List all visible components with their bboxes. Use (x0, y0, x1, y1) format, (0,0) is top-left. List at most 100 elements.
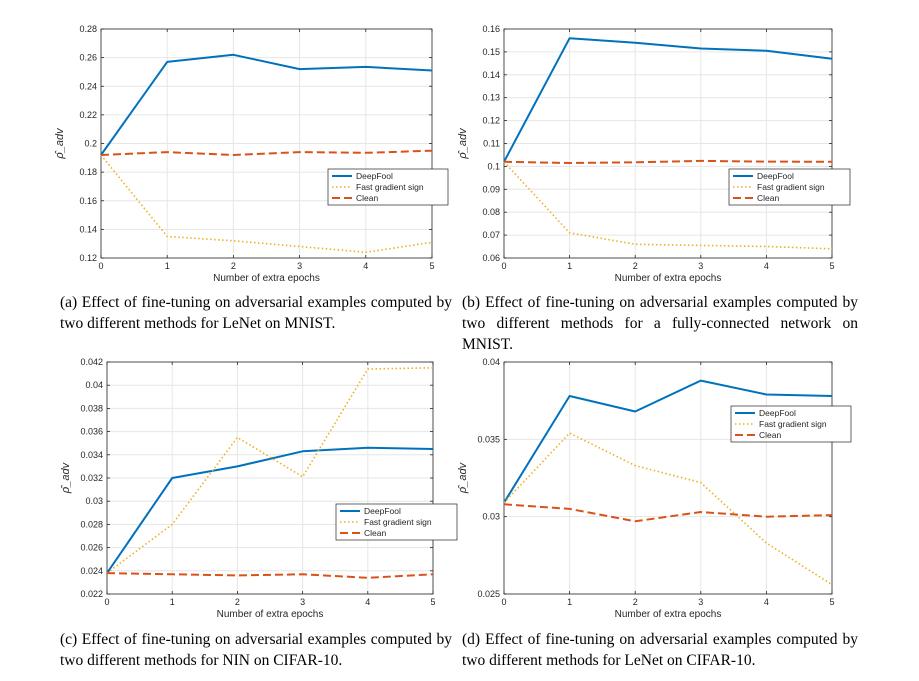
series-line-clean (100, 149, 433, 156)
x-tick-label: 1 (165, 261, 170, 271)
series-line-deepfool (503, 379, 833, 504)
x-tick-label: 5 (430, 597, 435, 607)
y-tick-label: 0.16 (482, 24, 500, 34)
caption-b: (b) Effect of fine-tuning on adversarial… (462, 294, 858, 353)
chart-panel-3: 0 1 2 3 4 5 0.025 0.03 0.035 0.04 Number of extra … (457, 357, 852, 620)
x-tick-label: 1 (170, 597, 175, 607)
x-tick-label: 3 (300, 597, 305, 607)
x-tick-label: 4 (365, 597, 370, 607)
series-line-fast-gradient-sign (106, 367, 434, 574)
legend-label: Clean (757, 193, 779, 203)
y-tick-label: 0.038 (80, 403, 103, 413)
series-line-fast-gradient-sign (100, 154, 433, 254)
series-line-deepfool (100, 53, 433, 156)
y-tick-label: 0.26 (79, 53, 97, 63)
legend-label: Fast gradient sign (356, 182, 424, 192)
x-axis-label: Number of extra epochs (615, 609, 722, 620)
x-tick-label: 2 (235, 597, 240, 607)
y-axis-label: ρ̂_adv (457, 461, 469, 494)
x-tick-label: 2 (633, 597, 638, 607)
y-tick-label: 0.1 (487, 161, 500, 171)
chart-panel-1: 0 1 2 3 4 5 0.06 0.07 0.08 0.09 0.1 0.11 0.12 0.13 0.1… (457, 24, 851, 284)
y-tick-label: 0.09 (482, 184, 500, 194)
y-axis-label: ρ̂_adv (60, 461, 72, 494)
legend-label: Clean (356, 193, 378, 203)
x-tick-label: 4 (764, 261, 769, 271)
x-tick-label: 0 (501, 261, 506, 271)
x-tick-label: 2 (633, 261, 638, 271)
chart-panel-0: 0 1 2 3 4 5 0.12 0.14 0.16 0.18 0.2 0.22 0.24 0.26 0.2… (54, 24, 449, 284)
y-tick-label: 0.13 (482, 93, 500, 103)
y-tick-label: 0.03 (85, 496, 103, 506)
y-tick-label: 0.026 (80, 543, 103, 553)
y-tick-label: 0.024 (80, 566, 103, 576)
legend-label: DeepFool (759, 408, 796, 418)
legend-label: DeepFool (356, 171, 393, 181)
y-axis-label: ρ̂_adv (457, 127, 469, 160)
y-tick-label: 0.28 (79, 24, 97, 34)
y-tick-label: 0.15 (482, 47, 500, 57)
x-tick-label: 4 (363, 261, 368, 271)
x-tick-label: 3 (297, 261, 302, 271)
y-tick-label: 0.16 (79, 196, 97, 206)
y-tick-label: 0.12 (79, 253, 97, 263)
x-tick-label: 4 (764, 597, 769, 607)
legend-label: Clean (364, 528, 386, 538)
y-tick-label: 0.24 (79, 81, 97, 91)
x-tick-label: 0 (98, 261, 103, 271)
series-line-deepfool (106, 446, 434, 574)
y-tick-label: 0.04 (85, 380, 103, 390)
caption-c: (c) Effect of fine-tuning on adversarial… (60, 631, 452, 669)
y-tick-label: 0.06 (482, 253, 500, 263)
y-tick-label: 0.028 (80, 519, 103, 529)
y-tick-label: 0.18 (79, 167, 97, 177)
series-line-clean (503, 159, 833, 164)
y-tick-label: 0.22 (79, 110, 97, 120)
caption-a: (a) Effect of fine-tuning on adversarial… (60, 294, 452, 332)
y-tick-label: 0.2 (84, 139, 97, 149)
x-tick-label: 2 (231, 261, 236, 271)
x-tick-label: 3 (698, 597, 703, 607)
y-tick-label: 0.04 (482, 357, 500, 367)
x-tick-label: 3 (698, 261, 703, 271)
y-tick-label: 0.14 (79, 224, 97, 234)
series-line-clean (106, 572, 434, 579)
series-line-deepfool (503, 37, 833, 163)
series-line-fast-gradient-sign (503, 161, 833, 250)
y-tick-label: 0.08 (482, 207, 500, 217)
legend-label: DeepFool (757, 171, 794, 181)
plot-area (504, 362, 832, 594)
chart-panel-2: 0 1 2 3 4 5 0.022 0.024 0.026 0.028 0.03 0.032 0.034… (60, 357, 458, 620)
x-tick-label: 5 (829, 597, 834, 607)
y-tick-label: 0.032 (80, 473, 103, 483)
y-tick-label: 0.07 (482, 230, 500, 240)
legend-label: Clean (759, 430, 781, 440)
y-tick-label: 0.03 (482, 512, 500, 522)
legend-label: Fast gradient sign (364, 517, 432, 527)
caption-d: (d) Effect of fine-tuning on adversarial… (462, 631, 858, 669)
x-tick-label: 5 (829, 261, 834, 271)
y-tick-label: 0.14 (482, 70, 500, 80)
x-axis-label: Number of extra epochs (217, 609, 324, 620)
x-axis-label: Number of extra epochs (213, 273, 320, 284)
y-axis-label: ρ̂_adv (54, 127, 66, 160)
y-tick-label: 0.036 (80, 427, 103, 437)
x-tick-label: 1 (567, 597, 572, 607)
legend-label: Fast gradient sign (757, 182, 825, 192)
y-tick-label: 0.11 (483, 139, 500, 149)
y-tick-label: 0.022 (80, 589, 103, 599)
legend-label: Fast gradient sign (759, 419, 827, 429)
x-tick-label: 0 (501, 597, 506, 607)
y-tick-label: 0.12 (482, 116, 500, 126)
x-tick-label: 1 (567, 261, 572, 271)
x-tick-label: 5 (429, 261, 434, 271)
y-tick-label: 0.025 (477, 589, 500, 599)
y-tick-label: 0.035 (477, 434, 500, 444)
y-tick-label: 0.034 (80, 450, 103, 460)
y-tick-label: 0.042 (80, 357, 103, 367)
